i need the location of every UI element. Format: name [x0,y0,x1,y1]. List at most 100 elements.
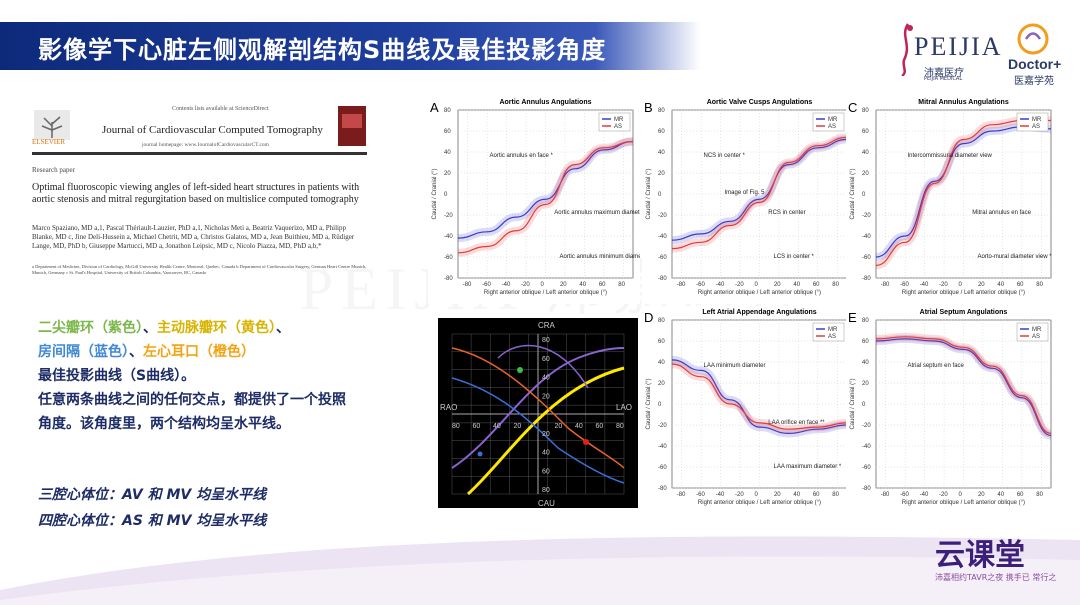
x-tick-label: 80 [618,282,625,288]
three-chamber-view-note: 三腔心体位：AV 和 MV 均呈水平线 [38,487,267,503]
annotation: Image of Fig. 5 [725,190,766,196]
y-tick-label: 0 [862,402,866,408]
rao-x-tick: 20 [514,423,522,430]
x-tick-label: -60 [482,282,491,288]
x-tick-label: -80 [677,492,686,498]
x-tick-label: 20 [978,492,985,498]
doctor-logo-icon [1017,23,1049,55]
panel-title: Atrial Septum Angulations [920,309,1008,316]
x-tick-label: 80 [832,282,839,288]
x-tick-label: 0 [755,492,759,498]
rao-y-tick: 20 [542,431,550,438]
y-tick-label: -20 [862,213,871,219]
y-tick-label: 40 [658,360,665,366]
laa-curve [451,347,625,469]
y-tick-label: 20 [658,171,665,177]
rao-x-tick: 20 [555,423,563,430]
y-tick-label: -20 [444,213,453,219]
x-tick-label: 20 [560,282,567,288]
green-dot [517,367,523,373]
y-tick-label: 20 [444,171,451,177]
rao-y-tick: 60 [542,468,550,475]
journal-name: Journal of Cardiovascular Computed Tomog… [102,124,323,136]
y-tick-label: 0 [658,402,662,408]
legend-label: MR [614,117,624,123]
x-axis-label: Right anterior oblique / Left anterior o… [484,290,607,296]
y-tick-label: 40 [444,150,451,156]
legend-line-3: 最佳投影曲线（S曲线）。 [38,368,196,384]
rao-x-tick: 80 [616,423,624,430]
x-tick-label: 60 [813,492,820,498]
panel-b-chart: B Aortic Valve Cusps Angulations -80 -60 -40… [642,96,854,304]
peijia-brand-sub: PEIJIA MEDICAL [924,76,963,82]
y-tick-label: 80 [862,318,869,324]
y-tick-label: -80 [862,276,871,282]
x-tick-label: 20 [978,282,985,288]
rao-label: RAO [440,403,457,412]
legend-label: MR [1032,327,1042,333]
y-tick-label: 60 [658,129,665,135]
series-line-as [875,336,1052,434]
legend-line-1: 二尖瓣环（紫色）、主动脉瓣环（黄色）、 [38,320,290,336]
x-tick-label: -20 [521,282,530,288]
cloud-class-logo: 云课堂 [935,538,1025,573]
x-tick-label: 60 [599,282,606,288]
y-tick-label: 20 [862,381,869,387]
annotation: Aortic annulus en face * [490,153,554,159]
x-tick-label: -60 [900,492,909,498]
annotation: RCS in center [768,210,805,216]
legend-label: AS [828,124,836,130]
x-tick-label: 40 [997,492,1004,498]
x-tick-label: 0 [959,492,963,498]
elsevier-label: ELSEVIER [32,138,66,146]
panel-title: Aortic Annulus Angulations [499,99,591,106]
y-tick-label: -20 [658,213,667,219]
y-tick-label: -40 [444,234,453,240]
annotation: NCS in center * [704,153,746,159]
x-tick-label: 40 [579,282,586,288]
x-tick-label: -40 [920,282,929,288]
four-chamber-view-note: 四腔心体位：AS 和 MV 均呈水平线 [38,513,267,529]
panel-c-chart: C Mitral Annulus Angulations -80 -60 -40 -20 0… [846,96,1058,304]
series-line-mr [457,140,634,239]
y-tick-label: -40 [862,444,871,450]
x-tick-label: 0 [541,282,545,288]
x-tick-label: 60 [813,282,820,288]
annotation: Atrial septum en face [908,363,965,369]
cra-label: CRA [538,321,556,330]
availability-text: Contents lists available at ScienceDirec… [172,106,269,112]
x-tick-label: 0 [959,282,963,288]
x-tick-label: 40 [793,492,800,498]
x-axis-label: Right anterior oblique / Left anterior o… [698,500,821,506]
y-tick-label: 0 [444,192,448,198]
y-tick-label: 0 [658,192,662,198]
description-text: 二尖瓣环（紫色）、主动脉瓣环（黄色）、 房间隔（蓝色）、左心耳口（橙色） 最佳投… [38,318,438,434]
panel-title: Mitral Annulus Angulations [918,99,1009,106]
rao-y-tick: 20 [542,393,550,400]
y-tick-label: -20 [862,423,871,429]
paper-section: Research paper [32,166,75,174]
peijia-brand-cn: 沛嘉医疗 [924,68,964,79]
septum-label: 房间隔（蓝色） [38,344,129,360]
y-tick-label: 80 [862,108,869,114]
panel-letter: B [644,100,653,115]
y-tick-label: 40 [862,150,869,156]
x-tick-label: 40 [997,282,1004,288]
cau-label: CAU [538,499,555,508]
mitral-curve-2 [497,344,589,389]
panel-letter: C [848,100,857,115]
legend-label: MR [828,117,838,123]
x-tick-label: -20 [939,282,948,288]
x-tick-label: -20 [735,492,744,498]
rao-y-tick: 80 [542,487,550,494]
cloud-class-slogan: 沛嘉相约TAVR之夜 携手已 常行之 [935,573,1057,582]
y-tick-label: -60 [658,255,667,261]
legend-line-5: 角度。该角度里，两个结构均呈水平线。 [38,416,290,432]
x-tick-label: -40 [920,492,929,498]
series-line-as [457,140,634,254]
rao-grid [451,333,625,495]
